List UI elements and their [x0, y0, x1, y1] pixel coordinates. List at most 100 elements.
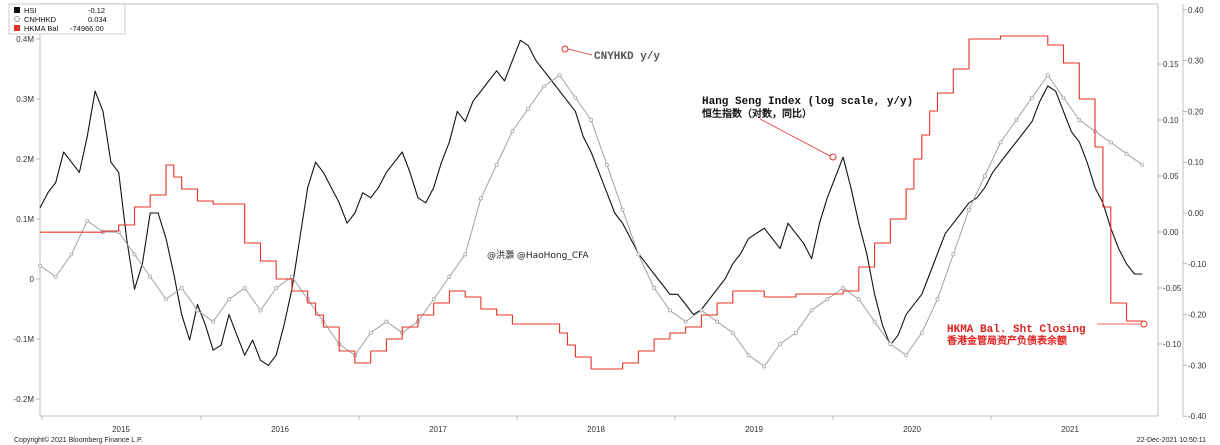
- y-right-inner-tick-label: 0.05: [1163, 172, 1179, 181]
- x-tick-label: 2015: [112, 425, 130, 434]
- y-right-inner-tick-label: 0.15: [1163, 60, 1179, 69]
- x-tick-label: 2021: [1061, 425, 1079, 434]
- legend-value-hkma: -74966.00: [70, 24, 104, 33]
- cnhhkd-point: [541, 84, 546, 89]
- annotation-hsi-en: Hang Seng Index (log scale, y/y): [702, 96, 913, 108]
- axes: 2015 2016 2017 2018 2019 2020 2021 0.4M 0.3M 0.2M…: [14, 6, 1207, 434]
- hsi-leader: [759, 118, 833, 158]
- cnhhkd-point: [998, 140, 1003, 145]
- cnhhkd-point: [1140, 162, 1145, 167]
- annotation-cnhhkd: CNYHKD y/y: [594, 51, 660, 63]
- cnhhkd-point: [967, 207, 971, 212]
- y-right-outer-tick-label: 0.40: [1188, 6, 1204, 15]
- y-left-tick-label: -0.1M: [14, 335, 35, 344]
- cnhhkd-point: [384, 319, 389, 324]
- cnhhkd-point: [683, 319, 688, 324]
- cnhhkd-point: [289, 274, 294, 279]
- footer-copyright: Copyright© 2021 Bloomberg Finance L.P.: [14, 436, 143, 444]
- legend-label-hkma: HKMA Bal: [24, 24, 59, 33]
- legend-swatch-hsi: [14, 7, 20, 13]
- cnhhkd-point: [778, 342, 783, 346]
- legend-frame: [8, 3, 126, 35]
- series-hsi-line: [39, 39, 1143, 366]
- cnhhkd-point: [179, 286, 184, 290]
- cnhhkd-point: [872, 319, 877, 324]
- cnhhkd-point: [69, 252, 74, 257]
- cnhhkd-point: [478, 196, 483, 201]
- y-right-inner-tick-label: -0.05: [1163, 284, 1182, 293]
- y-right-outer-tick-label: 0.20: [1188, 107, 1204, 116]
- cnhhkd-point: [1077, 118, 1082, 122]
- series-layer: [38, 35, 1145, 370]
- legend-value-hsi: -0.12: [88, 6, 105, 15]
- cnhhkd-point: [888, 342, 893, 346]
- cnhhkd-point: [368, 330, 373, 335]
- watermark: @洪灝 @HaoHong_CFA: [487, 249, 589, 261]
- cnhhkd-point: [589, 118, 594, 122]
- cnhhkd-marker: [561, 45, 569, 53]
- y-left-tick-label: 0.3M: [16, 95, 34, 104]
- y-right-outer-tick-label: -0.30: [1188, 361, 1207, 370]
- cnhhkd-point: [1030, 95, 1034, 100]
- x-tick-label: 2017: [429, 425, 447, 434]
- cnhhkd-point: [1061, 95, 1066, 100]
- legend-swatch-cnhhkd: [14, 16, 20, 22]
- cnhhkd-point: [1045, 73, 1050, 78]
- annotation-hkma-en: HKMA Bal. Sht Closing: [947, 324, 1086, 336]
- cnhhkd-leader: [567, 48, 593, 56]
- cnhhkd-point: [715, 319, 720, 324]
- cnhhkd-point: [1014, 118, 1019, 122]
- cnhhkd-point: [793, 330, 798, 335]
- cnhhkd-point: [982, 174, 987, 178]
- cnhhkd-point: [463, 252, 468, 257]
- cnhhkd-point: [951, 252, 956, 257]
- cnhhkd-point: [604, 162, 609, 167]
- legend-label-cnhhkd: CNHHKD: [24, 15, 57, 24]
- cnhhkd-point: [526, 106, 531, 111]
- y-left-tick-label: 0.2M: [16, 155, 34, 164]
- cnhhkd-point: [164, 297, 168, 302]
- x-tick-label: 2020: [903, 425, 921, 434]
- cnhhkd-point: [825, 297, 830, 302]
- cnhhkd-point: [762, 364, 767, 369]
- legend-label-hsi: HSI: [24, 6, 37, 15]
- y-right-outer-tick-label: -0.20: [1188, 311, 1207, 320]
- cnhhkd-point: [919, 330, 924, 335]
- x-tick-label: 2018: [587, 425, 605, 434]
- series-hkma-bal-line: [40, 35, 1143, 370]
- cnhhkd-point: [494, 162, 499, 167]
- cnhhkd-point: [274, 286, 279, 290]
- y-right-inner-tick-label: 0.00: [1163, 228, 1179, 237]
- legend: HSI -0.12 CNHHKD 0.034 HKMA Bal -74966.0…: [8, 3, 126, 35]
- annotation-hkma-cn: 香港金管局资产负债表余额: [947, 334, 1067, 347]
- cnhhkd-point: [620, 207, 625, 212]
- x-tick-label: 2019: [745, 425, 763, 434]
- cnhhkd-point: [242, 286, 247, 290]
- cnhhkd-point: [935, 297, 940, 302]
- cnhhkd-point: [557, 73, 562, 78]
- cnhhkd-point: [573, 95, 578, 100]
- cnhhkd-point: [809, 308, 814, 313]
- cnhhkd-point: [447, 274, 452, 279]
- cnhhkd-point: [667, 308, 672, 313]
- cnhhkd-point: [195, 308, 200, 313]
- y-left-tick-label: -0.2M: [14, 395, 35, 404]
- y-left-tick-label: 0.1M: [16, 215, 34, 224]
- cnhhkd-point: [227, 297, 231, 302]
- footer-timestamp: 22-Dec-2021 10:50:11: [1137, 437, 1206, 444]
- hsi-marker: [829, 153, 837, 161]
- cnhhkd-point: [746, 353, 751, 358]
- x-tick-label: 2016: [271, 425, 289, 434]
- cnhhkd-point: [652, 286, 657, 290]
- y-right-inner-tick-label: -0.10: [1163, 340, 1182, 349]
- cnhhkd-point: [211, 319, 216, 324]
- legend-value-cnhhkd: 0.034: [88, 15, 107, 24]
- cnhhkd-point: [510, 129, 515, 134]
- y-left-tick-label: 0.4M: [16, 35, 34, 44]
- y-right-outer-tick-label: 0.00: [1188, 209, 1204, 218]
- legend-swatch-hkma: [14, 25, 20, 31]
- cnhhkd-point: [258, 308, 263, 313]
- cnhhkd-point: [841, 286, 846, 290]
